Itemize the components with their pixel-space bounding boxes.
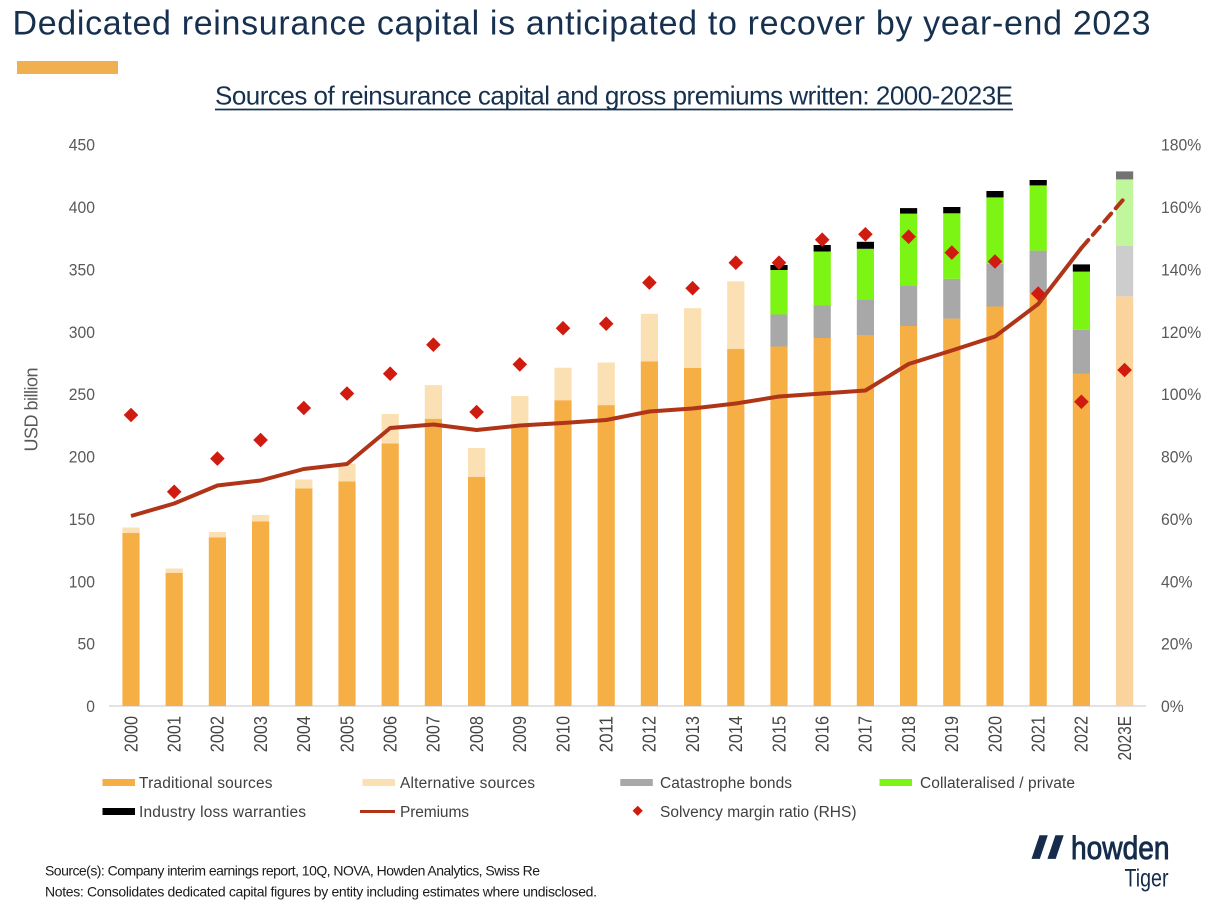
svg-text:250: 250 [69, 385, 95, 404]
svg-text:Notes: Consolidates dedicated: Notes: Consolidates dedicated capital fi… [45, 884, 597, 900]
svg-text:160%: 160% [1161, 198, 1201, 217]
svg-text:40%: 40% [1161, 572, 1193, 591]
svg-text:Catastrophe bonds: Catastrophe bonds [660, 775, 792, 792]
svg-text:2011: 2011 [597, 716, 617, 752]
svg-text:2023E: 2023E [1115, 716, 1135, 761]
svg-text:Solvency margin ratio (RHS): Solvency margin ratio (RHS) [660, 804, 857, 821]
svg-text:140%: 140% [1161, 261, 1201, 280]
svg-text:300: 300 [69, 323, 95, 342]
svg-text:2017: 2017 [856, 716, 876, 752]
svg-text:2016: 2016 [813, 716, 833, 752]
svg-text:Tiger: Tiger [1125, 865, 1169, 893]
svg-text:2012: 2012 [640, 716, 660, 752]
svg-text:2014: 2014 [726, 716, 746, 752]
svg-text:450: 450 [69, 136, 95, 155]
svg-text:Alternative sources: Alternative sources [400, 775, 535, 792]
svg-text:2015: 2015 [769, 716, 789, 752]
svg-text:Source(s): Company interim ear: Source(s): Company interim earnings repo… [45, 863, 540, 879]
svg-text:Collateralised / private: Collateralised / private [920, 775, 1075, 792]
svg-text:180%: 180% [1161, 136, 1201, 155]
svg-text:120%: 120% [1161, 323, 1201, 342]
svg-text:0: 0 [86, 697, 95, 716]
svg-text:howden: howden [1071, 830, 1170, 866]
svg-text:Sources of reinsurance capital: Sources of reinsurance capital and gross… [215, 80, 1013, 110]
svg-text:0%: 0% [1161, 697, 1184, 716]
svg-text:50: 50 [78, 635, 96, 654]
svg-text:2010: 2010 [553, 716, 573, 752]
svg-text:USD billion: USD billion [22, 368, 42, 452]
svg-text:80%: 80% [1161, 448, 1193, 467]
svg-text:400: 400 [69, 198, 95, 217]
svg-text:2005: 2005 [337, 716, 357, 752]
svg-text:2019: 2019 [942, 716, 962, 752]
svg-text:Traditional sources: Traditional sources [139, 775, 273, 792]
svg-text:60%: 60% [1161, 510, 1193, 529]
svg-text:2007: 2007 [424, 716, 444, 752]
svg-text:2009: 2009 [510, 716, 530, 752]
svg-text:350: 350 [69, 260, 95, 279]
svg-text:2004: 2004 [294, 716, 314, 752]
svg-text:2018: 2018 [899, 716, 919, 752]
svg-text:20%: 20% [1161, 635, 1193, 654]
svg-text:2022: 2022 [1072, 716, 1092, 752]
svg-text:Premiums: Premiums [400, 804, 469, 821]
svg-text:2002: 2002 [208, 716, 228, 752]
svg-text:2006: 2006 [381, 716, 401, 752]
svg-text:2013: 2013 [683, 716, 703, 752]
svg-text:2020: 2020 [985, 716, 1005, 752]
svg-text:2001: 2001 [165, 716, 185, 752]
svg-text:150: 150 [69, 510, 95, 529]
svg-text:Industry loss warranties: Industry loss warranties [139, 804, 306, 821]
svg-text:2021: 2021 [1029, 716, 1049, 752]
svg-text:Dedicated reinsurance capital: Dedicated reinsurance capital is anticip… [13, 5, 1151, 43]
svg-text:2003: 2003 [251, 716, 271, 752]
svg-text:2000: 2000 [121, 716, 141, 752]
svg-text:100%: 100% [1161, 385, 1201, 404]
svg-text:2008: 2008 [467, 716, 487, 752]
svg-text:200: 200 [69, 448, 95, 467]
svg-text:100: 100 [69, 572, 95, 591]
